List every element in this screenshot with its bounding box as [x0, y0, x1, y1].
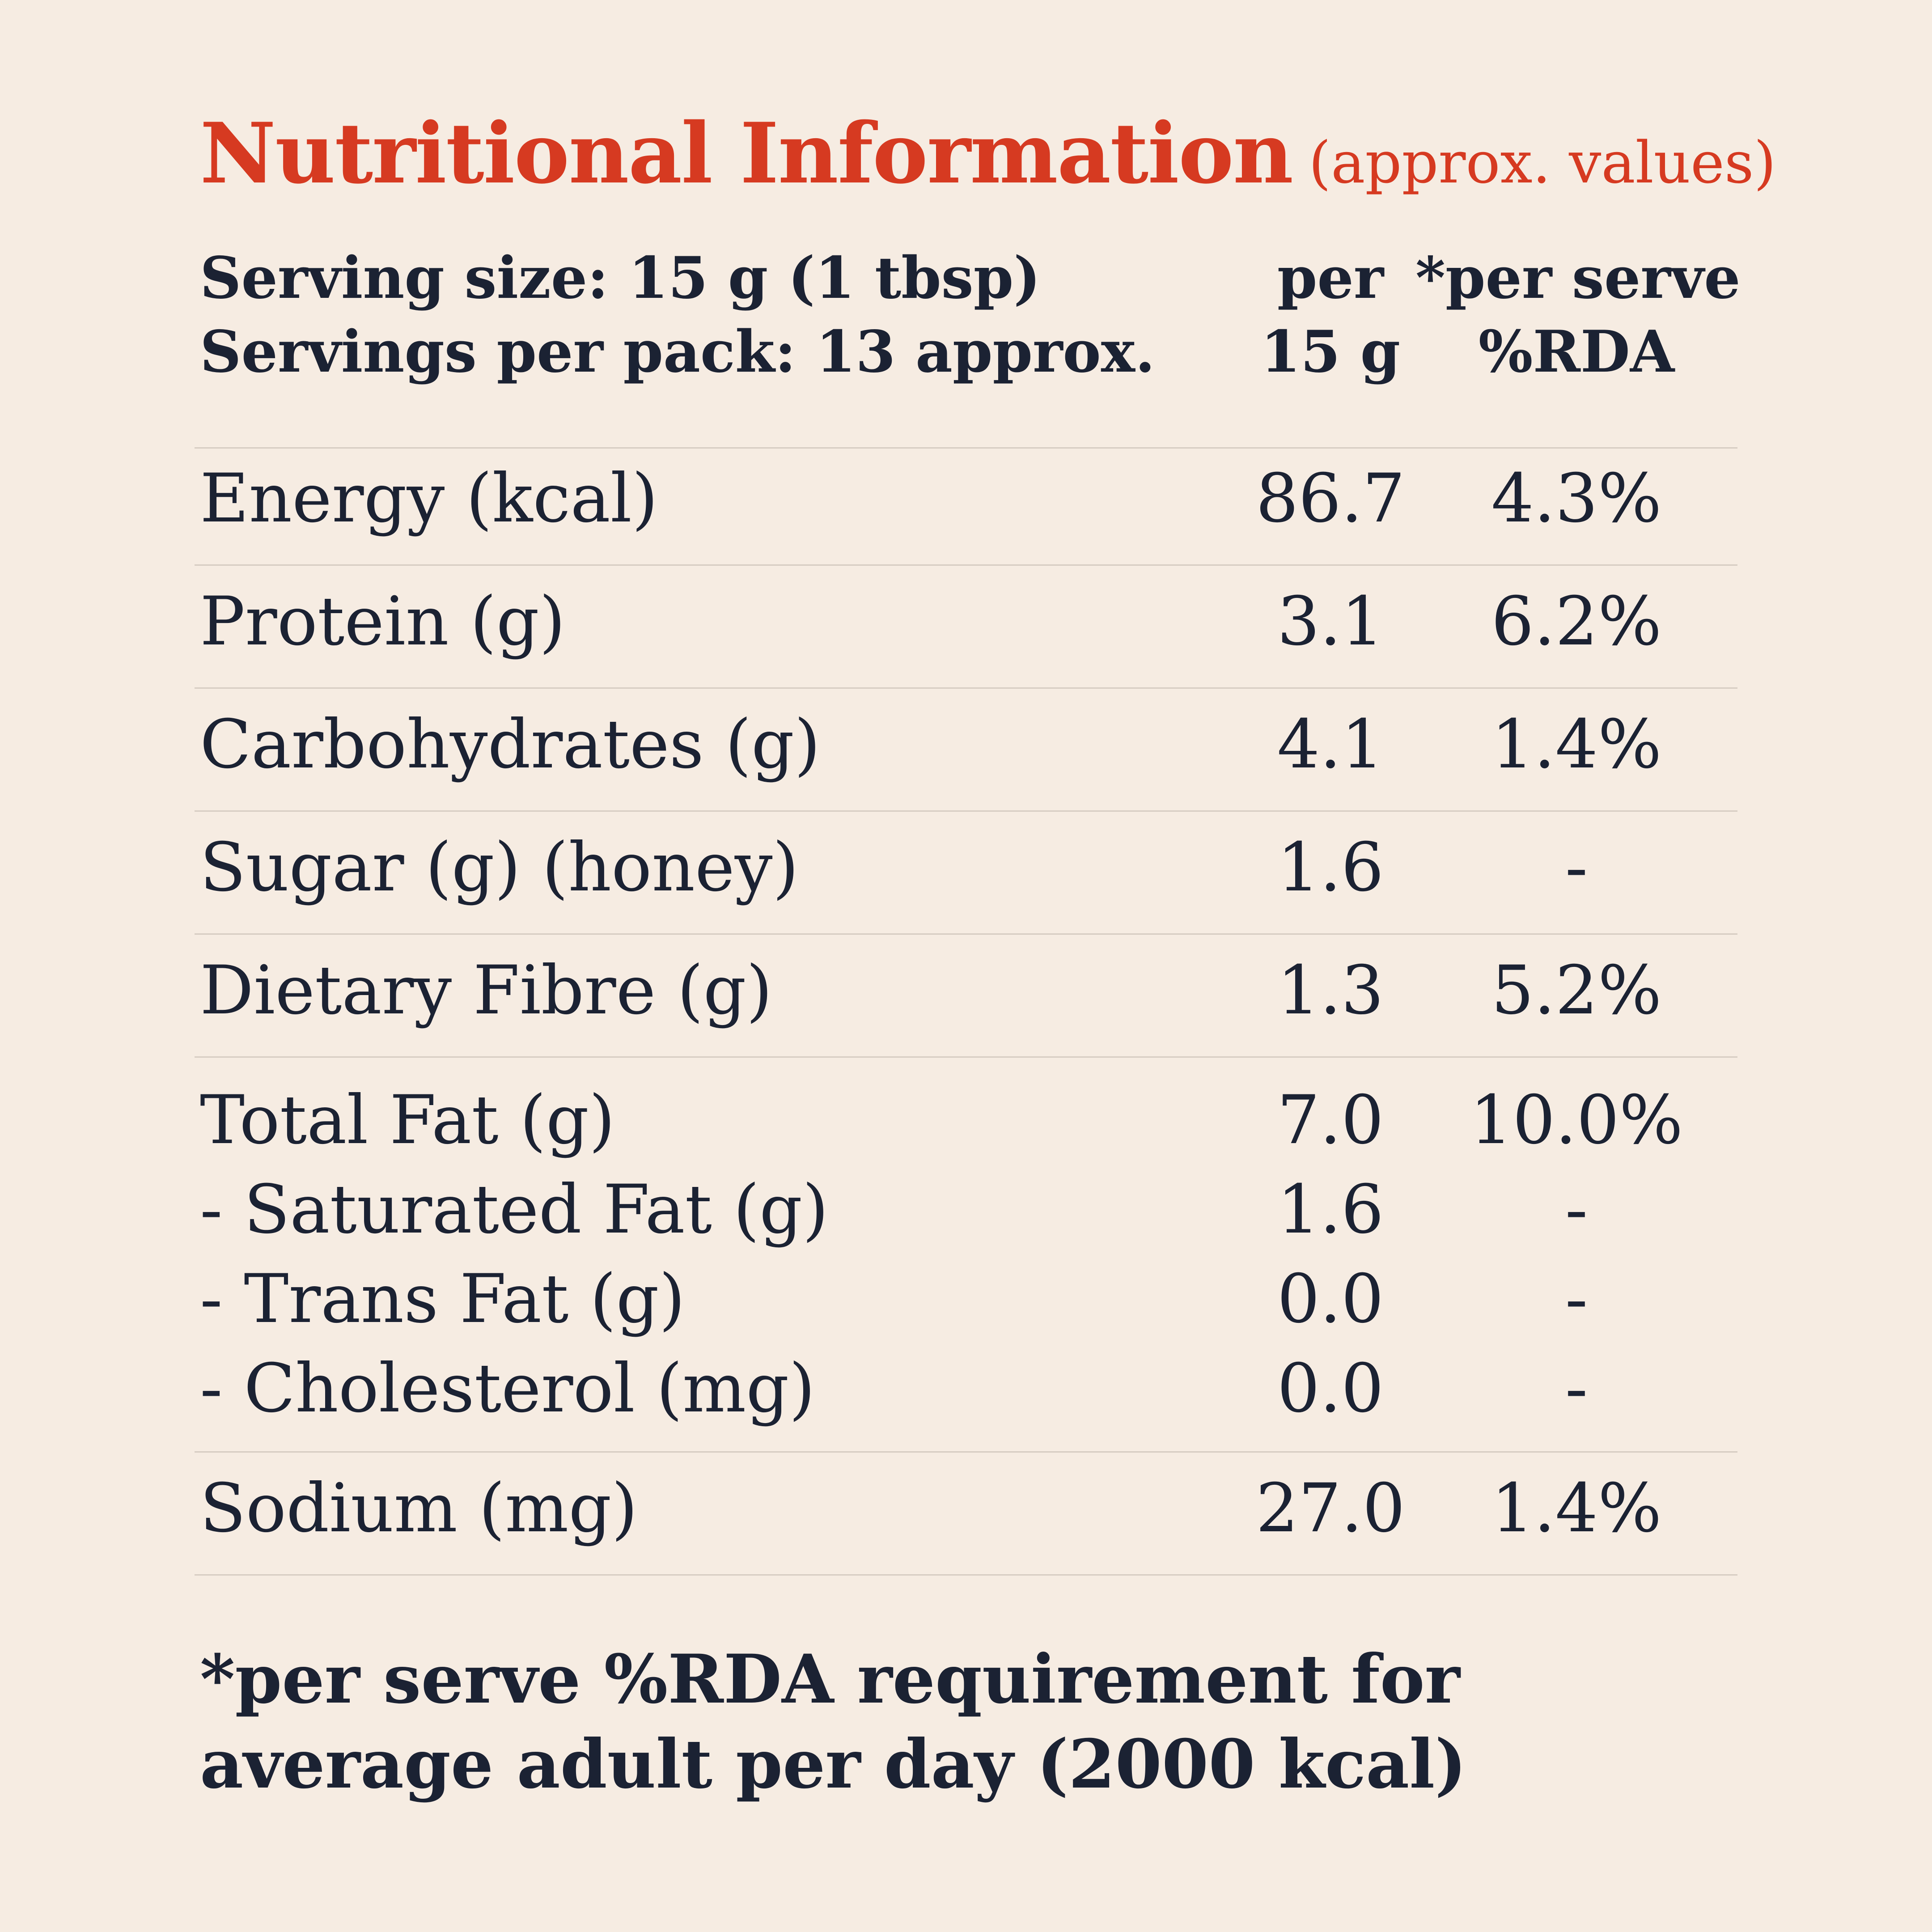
- row-value: 27.0: [1256, 1470, 1405, 1547]
- fat-line-total: Total Fat (g) 7.0 10.0%: [195, 1076, 1737, 1165]
- row-label: Protein (g): [200, 583, 566, 661]
- row-value: 7.0: [1277, 1081, 1384, 1159]
- table-row-energy: Energy (kcal) 86.7 4.3%: [195, 447, 1737, 566]
- row-value: 4.1: [1277, 706, 1384, 784]
- nutrition-panel: Nutritional Information (approx. values) …: [195, 0, 1776, 1932]
- servings-per-pack: Servings per pack: 13 approx.: [200, 318, 1155, 386]
- table-row-sodium: Sodium (mg) 27.0 1.4%: [195, 1453, 1737, 1576]
- row-label: Sugar (g) (honey): [200, 829, 799, 907]
- column-header-rda: *per serve %RDA: [1415, 242, 1741, 389]
- column-header-per-15g: per 15 g: [1246, 242, 1415, 389]
- table-row-protein: Protein (g) 3.1 6.2%: [195, 566, 1737, 689]
- serving-info: Serving size: 15 g (1 tbsp) Servings per…: [200, 242, 1155, 389]
- column-header-rda-line2: %RDA: [1478, 318, 1675, 386]
- title-subtitle: (approx. values): [1309, 130, 1776, 196]
- row-rda: 4.3%: [1491, 460, 1662, 538]
- fat-line-saturated: - Saturated Fat (g) 1.6 -: [195, 1165, 1737, 1254]
- table-header: Serving size: 15 g (1 tbsp) Servings per…: [195, 242, 1741, 449]
- table-row-dietary-fibre: Dietary Fibre (g) 1.3 5.2%: [195, 935, 1737, 1058]
- serving-size: Serving size: 15 g (1 tbsp): [200, 245, 1041, 312]
- row-value: 1.6: [1277, 829, 1384, 907]
- row-label: - Cholesterol (mg): [200, 1350, 815, 1428]
- row-value: 1.6: [1277, 1171, 1384, 1249]
- row-label: - Saturated Fat (g): [200, 1171, 829, 1249]
- row-label: - Trans Fat (g): [200, 1260, 686, 1338]
- row-label: Energy (kcal): [200, 460, 658, 538]
- row-rda: 1.4%: [1491, 1470, 1662, 1547]
- column-header-rda-line1: *per serve: [1415, 245, 1741, 312]
- row-rda: 10.0%: [1470, 1081, 1683, 1159]
- row-rda: -: [1565, 1350, 1588, 1428]
- row-value: 1.3: [1277, 952, 1384, 1030]
- fat-line-cholesterol: - Cholesterol (mg) 0.0 -: [195, 1344, 1737, 1433]
- table-row-carbohydrates: Carbohydrates (g) 4.1 1.4%: [195, 689, 1737, 812]
- footnote: *per serve %RDA requirement for average …: [200, 1640, 1467, 1804]
- row-label: Sodium (mg): [200, 1470, 638, 1547]
- row-rda: 6.2%: [1491, 583, 1662, 661]
- row-value: 0.0: [1277, 1350, 1384, 1428]
- fat-line-trans: - Trans Fat (g) 0.0 -: [195, 1254, 1737, 1344]
- row-value: 3.1: [1277, 583, 1384, 661]
- row-value: 86.7: [1256, 460, 1405, 538]
- row-rda: -: [1565, 1260, 1588, 1338]
- row-label: Total Fat (g): [200, 1081, 615, 1159]
- row-rda: -: [1565, 1171, 1588, 1249]
- row-value: 0.0: [1277, 1260, 1384, 1338]
- row-label: Dietary Fibre (g): [200, 952, 773, 1030]
- title-main: Nutritional Information: [200, 104, 1293, 202]
- table-row-sugar: Sugar (g) (honey) 1.6 -: [195, 812, 1737, 935]
- row-rda: 1.4%: [1491, 706, 1662, 784]
- page-title: Nutritional Information (approx. values): [200, 112, 1776, 195]
- table-row-fat-group: Total Fat (g) 7.0 10.0% - Saturated Fat …: [195, 1058, 1737, 1453]
- row-label: Carbohydrates (g): [200, 706, 821, 784]
- row-rda: -: [1565, 829, 1588, 907]
- column-header-per-line1: per: [1277, 245, 1384, 312]
- column-header-per-line2: 15 g: [1260, 318, 1401, 386]
- row-rda: 5.2%: [1491, 952, 1662, 1030]
